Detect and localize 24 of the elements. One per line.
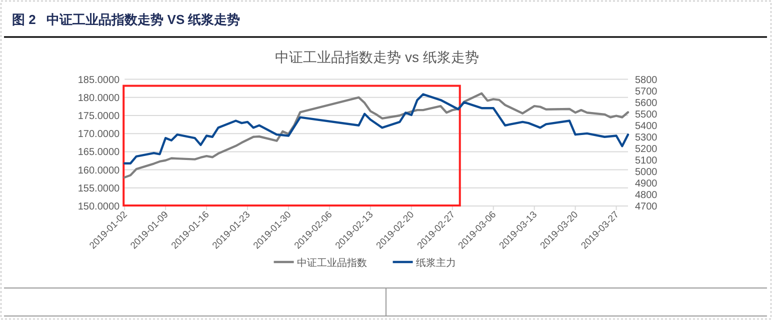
y2-tick-label: 5500 <box>635 109 658 120</box>
chart-subtitle: 中证工业品指数走势 vs 纸浆走势 <box>275 49 479 65</box>
chart-title: 图 2 中证工业品指数走势 VS 纸浆走势 <box>12 12 240 27</box>
y-tick-label: 150.0000 <box>78 202 120 212</box>
y-tick-label: 180.0000 <box>78 92 120 104</box>
y2-tick-label: 5100 <box>635 155 658 166</box>
legend-label: 中证工业品指数 <box>296 257 367 269</box>
y2-tick-label: 4900 <box>635 178 658 190</box>
y2-tick-label: 5300 <box>635 132 658 144</box>
y-tick-label: 170.0000 <box>78 129 120 140</box>
y2-tick-label: 4800 <box>635 190 658 201</box>
y2-tick-label: 5000 <box>635 166 658 178</box>
y2-tick-label: 5600 <box>635 98 658 109</box>
y-tick-label: 160.0000 <box>78 165 120 176</box>
y2-tick-label: 4700 <box>635 202 658 212</box>
y-tick-label: 175.0000 <box>78 111 120 122</box>
y2-tick-label: 5700 <box>635 86 658 98</box>
legend-label: 纸浆主力 <box>416 257 456 269</box>
y-tick-label: 185.0000 <box>78 74 120 86</box>
y2-tick-label: 5200 <box>635 144 658 155</box>
y2-tick-label: 5800 <box>635 74 658 86</box>
y-tick-label: 165.0000 <box>78 147 120 158</box>
y2-tick-label: 5400 <box>635 120 658 132</box>
y-tick-label: 155.0000 <box>78 183 120 194</box>
